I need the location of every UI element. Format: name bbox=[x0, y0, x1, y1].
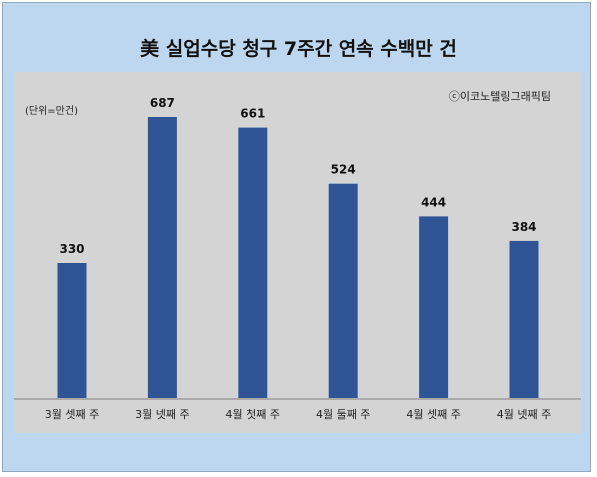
bar-1 bbox=[57, 263, 87, 398]
bar-6 bbox=[509, 240, 539, 398]
x-tick-label-1: 3월 셋째 주 bbox=[45, 408, 99, 421]
plot-area bbox=[14, 72, 581, 433]
x-tick-label-4: 4월 둘째 주 bbox=[316, 408, 370, 421]
chart-title: 美 실업수당 청구 7주간 연속 수백만 건 bbox=[140, 38, 457, 60]
data-label-5: 444 bbox=[421, 195, 446, 209]
bar-2 bbox=[147, 117, 177, 398]
unit-label: (단위=만건) bbox=[25, 106, 78, 117]
bar-4 bbox=[328, 183, 358, 398]
x-tick-label-6: 4월 넷째 주 bbox=[497, 408, 551, 421]
data-label-4: 524 bbox=[331, 163, 356, 177]
data-label-3: 661 bbox=[240, 107, 265, 121]
data-label-2: 687 bbox=[150, 96, 175, 110]
bar-3 bbox=[238, 127, 268, 398]
data-label-6: 384 bbox=[511, 220, 536, 234]
data-label-1: 330 bbox=[59, 242, 84, 256]
x-tick-label-3: 4월 첫째 주 bbox=[226, 408, 280, 421]
x-tick-label-2: 3월 넷째 주 bbox=[135, 408, 189, 421]
source-credit: ⓒ이코노텔링그래픽팀 bbox=[448, 90, 551, 103]
bar-5 bbox=[419, 216, 449, 398]
x-tick-label-5: 4월 셋째 주 bbox=[406, 408, 460, 421]
